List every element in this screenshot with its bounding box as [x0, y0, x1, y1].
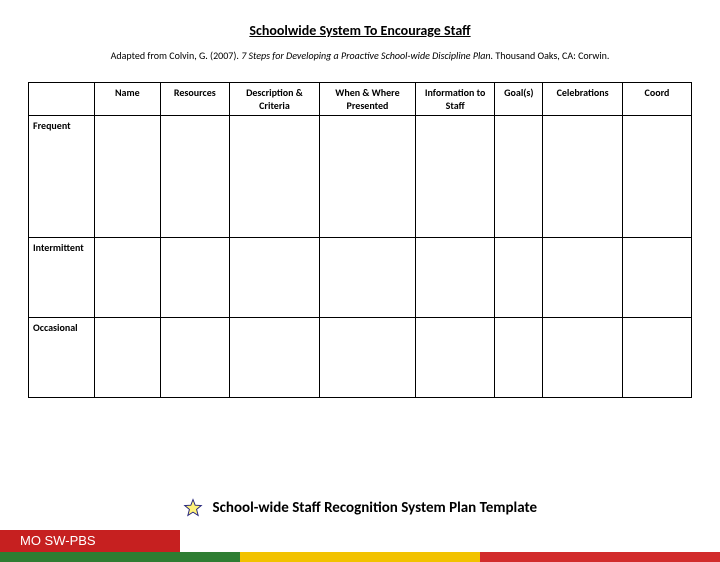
cell [160, 318, 229, 398]
th-coord: Coord [622, 83, 691, 116]
th-information: Information to Staff [415, 83, 495, 116]
band-green [0, 552, 240, 562]
citation-italic: 7 Steps for Developing a Proactive Schoo… [241, 49, 493, 62]
th-blank [29, 83, 95, 116]
cell [543, 238, 623, 318]
th-goals: Goal(s) [495, 83, 543, 116]
page-title: Schoolwide System To Encourage Staff [0, 22, 720, 39]
cell [543, 116, 623, 238]
cell [94, 238, 160, 318]
cell [622, 238, 691, 318]
citation-prefix: Adapted from Colvin, G. (2007). [111, 49, 242, 62]
star-icon [183, 498, 203, 518]
cell [415, 238, 495, 318]
cell [622, 318, 691, 398]
table-row: Occasional [29, 318, 692, 398]
row-label-occasional: Occasional [29, 318, 95, 398]
th-celebrations: Celebrations [543, 83, 623, 116]
footer-label: MO SW-PBS [20, 533, 96, 548]
footer: MO SW-PBS [0, 528, 720, 562]
table-header-row: Name Resources Description & Criteria Wh… [29, 83, 692, 116]
citation-line: Adapted from Colvin, G. (2007). 7 Steps … [0, 49, 720, 62]
footer-label-bar: MO SW-PBS [0, 530, 180, 552]
th-resources: Resources [160, 83, 229, 116]
table-row: Frequent [29, 116, 692, 238]
cell [229, 238, 319, 318]
cell [320, 116, 416, 238]
cell [415, 116, 495, 238]
cell [622, 116, 691, 238]
cell [495, 318, 543, 398]
cell [415, 318, 495, 398]
cell [160, 238, 229, 318]
th-when: When & Where Presented [320, 83, 416, 116]
cell [94, 116, 160, 238]
cell [160, 116, 229, 238]
th-name: Name [94, 83, 160, 116]
cell [229, 116, 319, 238]
cell [229, 318, 319, 398]
table-row: Intermittent [29, 238, 692, 318]
band-yellow [240, 552, 480, 562]
th-description: Description & Criteria [229, 83, 319, 116]
row-label-frequent: Frequent [29, 116, 95, 238]
cell [543, 318, 623, 398]
subtitle-row: School-wide Staff Recognition System Pla… [0, 498, 720, 518]
cell [94, 318, 160, 398]
row-label-intermittent: Intermittent [29, 238, 95, 318]
cell [320, 238, 416, 318]
planning-table-wrap: Name Resources Description & Criteria Wh… [28, 82, 692, 398]
subtitle-text: School-wide Staff Recognition System Pla… [213, 499, 538, 517]
cell [495, 238, 543, 318]
cell [320, 318, 416, 398]
cell [495, 116, 543, 238]
citation-suffix: Thousand Oaks, CA: Corwin. [493, 49, 609, 62]
band-red [480, 552, 720, 562]
footer-color-band [0, 552, 720, 562]
planning-table: Name Resources Description & Criteria Wh… [28, 82, 692, 398]
